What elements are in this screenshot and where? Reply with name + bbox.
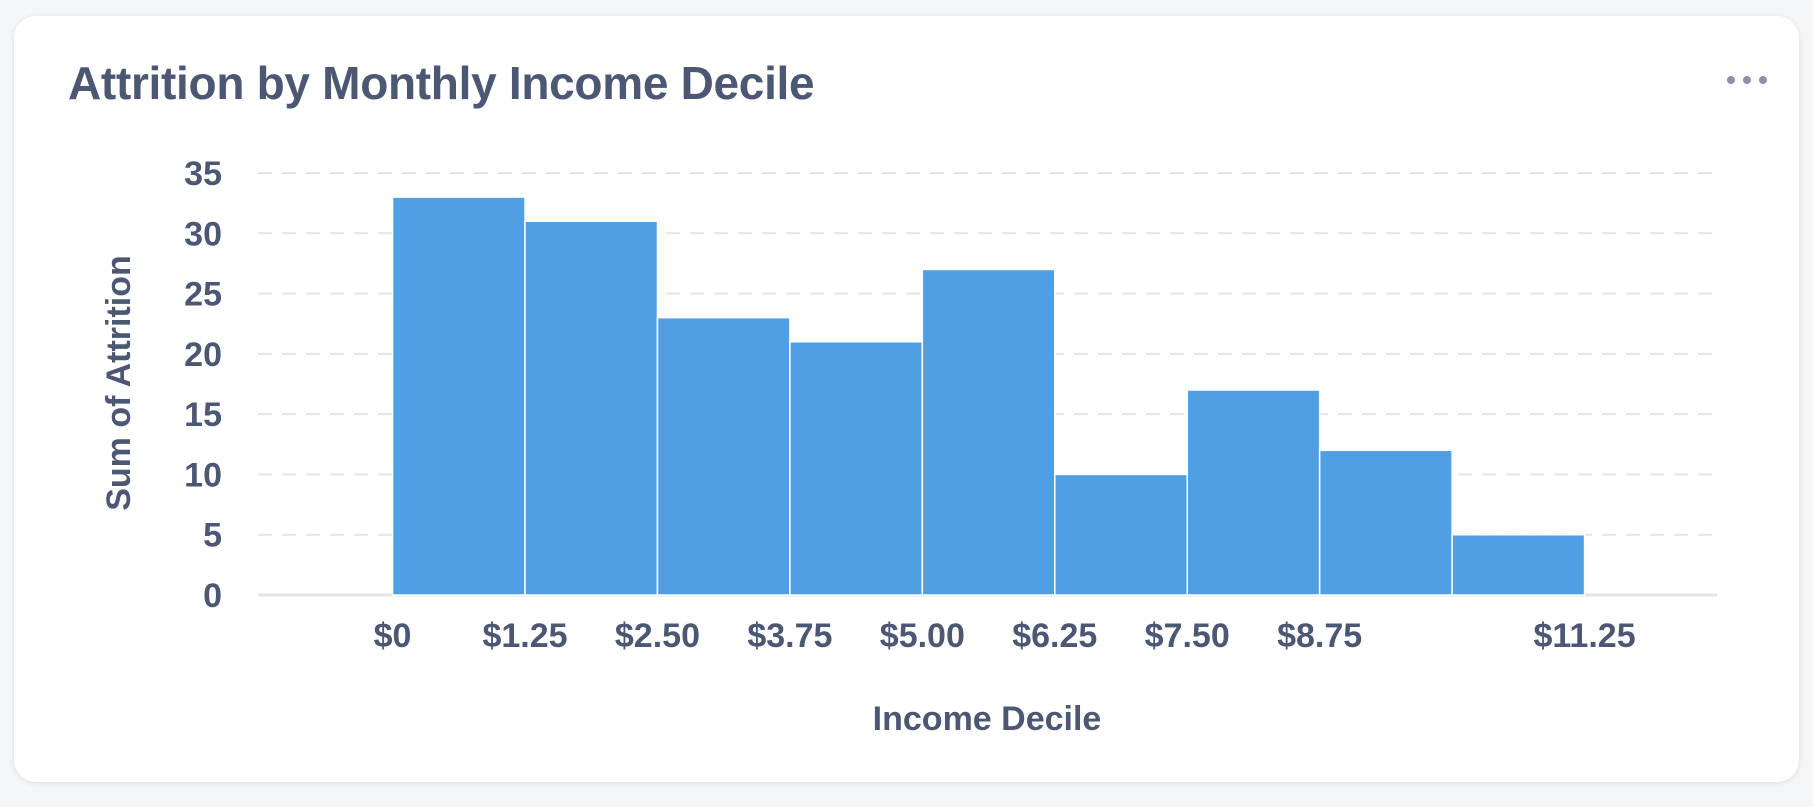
y-tick-label: 30 — [184, 215, 222, 253]
histogram-bar[interactable] — [656, 316, 791, 596]
x-axis-label: Income Decile — [873, 700, 1102, 738]
y-axis-label: Sum of Attrition — [100, 255, 138, 511]
histogram-bar[interactable] — [524, 220, 659, 596]
x-tick-label: $3.75 — [747, 617, 832, 655]
x-tick-label: $11.25 — [1533, 617, 1635, 655]
y-tick-label: 20 — [184, 336, 222, 374]
histogram-bar[interactable] — [921, 268, 1056, 596]
x-tick-label: $1.25 — [482, 617, 567, 655]
x-tick-label: $2.50 — [615, 617, 700, 655]
x-tick-label: $7.50 — [1145, 617, 1230, 655]
y-tick-label: 5 — [203, 517, 222, 555]
x-tick-label: $0 — [374, 617, 412, 655]
x-tick-label: $8.75 — [1277, 617, 1362, 655]
bars — [391, 196, 1586, 596]
histogram-bar[interactable] — [1451, 533, 1586, 596]
histogram-bar[interactable] — [1318, 449, 1453, 596]
histogram-bar[interactable] — [391, 196, 526, 596]
card-title: Attrition by Monthly Income Decile — [68, 57, 815, 109]
x-tick-label: $5.00 — [880, 617, 965, 655]
y-tick-label: 35 — [184, 155, 222, 193]
x-axis-ticks: $0 $1.25 $2.50 $3.75 $5.00 $6.25 $7.50 $8.75 $11… — [374, 617, 1636, 655]
y-axis-ticks: 0 5 10 15 20 25 30 35 — [184, 155, 222, 615]
histogram-bar[interactable] — [1186, 389, 1321, 596]
y-tick-label: 15 — [184, 396, 222, 434]
histogram-bar[interactable] — [1054, 473, 1188, 596]
histogram-bar[interactable] — [789, 341, 924, 596]
y-tick-label: 10 — [184, 456, 222, 494]
y-tick-label: 0 — [203, 577, 222, 615]
card-menu-button[interactable] — [1719, 60, 1775, 100]
x-tick-label: $6.25 — [1012, 617, 1097, 655]
ellipsis-icon — [1727, 76, 1767, 84]
y-tick-label: 25 — [184, 276, 222, 314]
